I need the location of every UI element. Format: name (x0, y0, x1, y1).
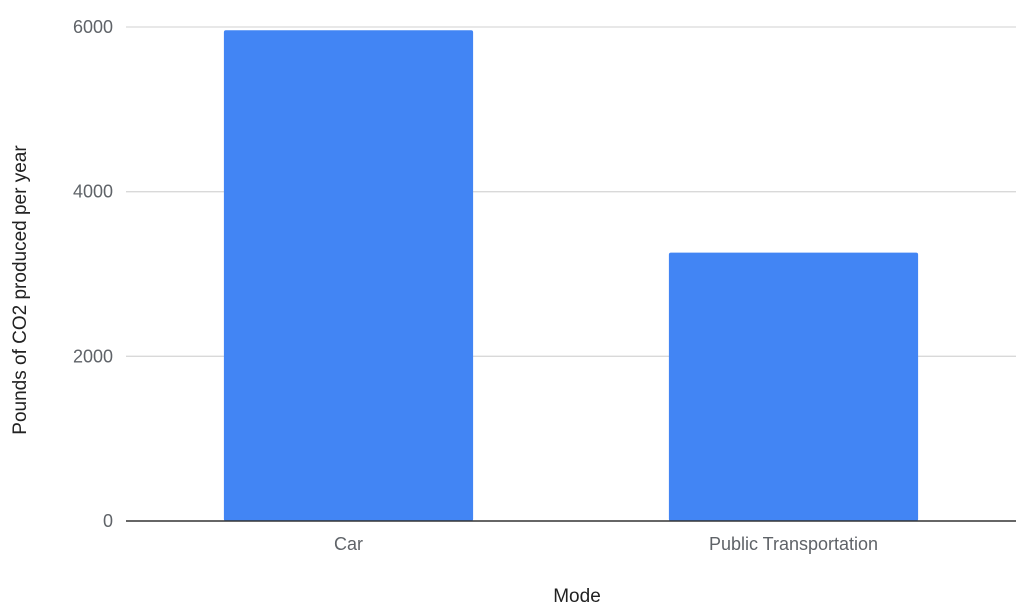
bar-car (223, 30, 474, 521)
bar-public-transportation (668, 252, 919, 522)
y-axis-ticks: 0 2000 4000 6000 (73, 17, 113, 531)
y-axis-title: Pounds of CO2 produced per year (10, 145, 31, 435)
y-tick-label: 0 (103, 511, 113, 531)
y-tick-label: 4000 (73, 182, 113, 202)
x-axis-title: Mode (553, 586, 601, 603)
x-tick-label: Public Transportation (709, 534, 878, 554)
y-tick-label: 6000 (73, 17, 113, 37)
x-tick-label: Car (334, 534, 363, 554)
y-tick-label: 2000 (73, 346, 113, 366)
bars (223, 30, 919, 522)
x-axis-ticks: Car Public Transportation (334, 534, 878, 554)
